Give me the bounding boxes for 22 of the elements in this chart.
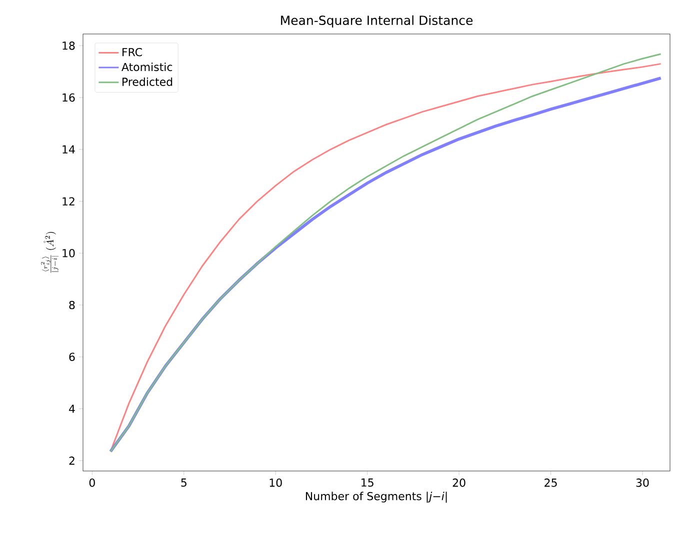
y-tick-label: 18 xyxy=(62,42,75,50)
legend-label: Predicted xyxy=(122,77,172,86)
y-tick-label: 2 xyxy=(69,456,74,465)
x-tick-label: 10 xyxy=(270,478,282,487)
legend-label: FRC xyxy=(122,48,142,56)
y-tick-label: 6 xyxy=(69,352,75,362)
x-tick-label: 0 xyxy=(89,478,95,487)
y-tick-label: 12 xyxy=(62,197,74,206)
chart-title: Mean-Square Internal Distance xyxy=(281,15,473,28)
x-tick-label: 20 xyxy=(452,478,466,487)
x-tick-label: 5 xyxy=(181,478,186,487)
x-tick-label: 25 xyxy=(544,478,557,487)
y-tick-label: 4 xyxy=(69,404,75,413)
y-tick-label: 16 xyxy=(62,93,75,102)
x-tick-label: 30 xyxy=(636,478,649,487)
x-axis-title: Number of Segments |j−i| xyxy=(306,492,447,503)
y-tick-label: 10 xyxy=(62,248,75,258)
legend-label: Atomistic xyxy=(122,62,172,72)
y-axis-title: $\frac{\langle r_{ij}^2\rangle}{|j-i|}\ (\mathring{A}^2)$ xyxy=(40,232,59,273)
y-tick-label: 14 xyxy=(62,145,75,154)
y-tick-label: 8 xyxy=(69,300,75,310)
x-tick-label: 15 xyxy=(362,478,374,487)
